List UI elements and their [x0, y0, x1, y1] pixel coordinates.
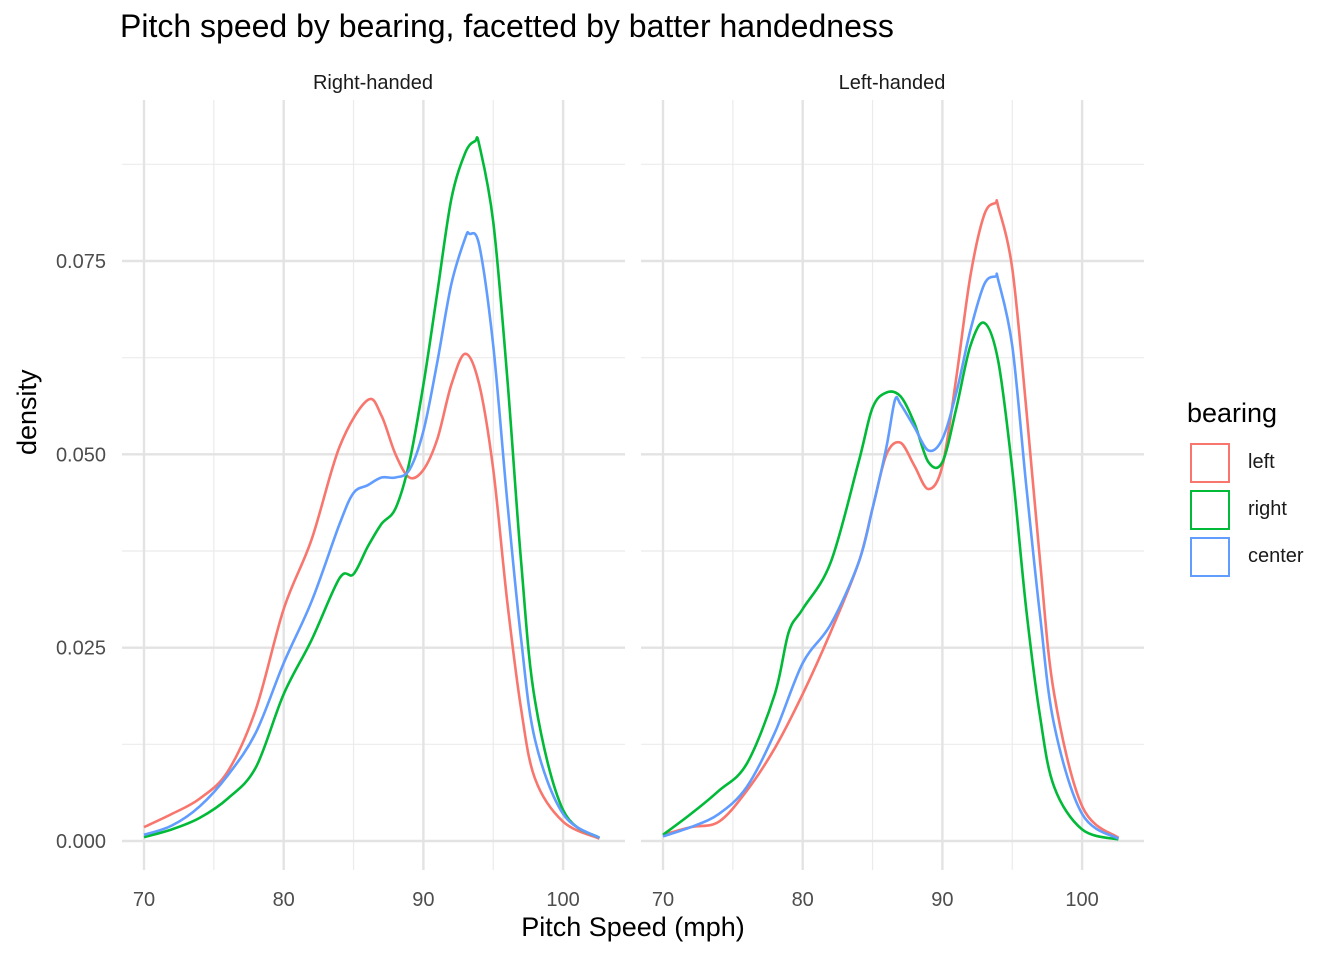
- density-line-right: [143, 136, 601, 840]
- x-tick-label: 90: [931, 889, 953, 911]
- legend-key-left: [1190, 442, 1230, 483]
- legend: bearing left right center: [1187, 398, 1304, 580]
- x-tick-label: 90: [412, 889, 434, 911]
- x-tick-label: 100: [546, 889, 579, 911]
- facet-strip-right-handed: Right-handed: [312, 72, 434, 94]
- y-tick-label: 0.000: [56, 831, 106, 853]
- legend-key-right: [1190, 489, 1230, 530]
- y-tick-label: 0.025: [56, 638, 106, 660]
- y-axis-label: density: [12, 369, 42, 455]
- density-line-center: [662, 272, 1120, 840]
- x-axis-label: Pitch Speed (mph): [521, 912, 745, 942]
- density-line-left: [662, 199, 1120, 839]
- legend-label-left: left: [1248, 451, 1275, 473]
- facet-panel-right-handed: 70 80 90 100: [122, 100, 625, 911]
- density-line-right: [662, 321, 1119, 841]
- legend-item-left: left: [1187, 439, 1304, 486]
- legend-item-center: center: [1187, 533, 1304, 580]
- y-tick-label: 0.050: [56, 444, 106, 466]
- x-tick-label: 80: [273, 889, 295, 911]
- facet-strip-left-handed: Left-handed: [838, 72, 946, 94]
- legend-label-center: center: [1248, 545, 1304, 567]
- x-tick-label: 100: [1065, 889, 1098, 911]
- x-tick-label: 70: [133, 889, 155, 911]
- y-tick-label: 0.075: [56, 251, 106, 273]
- legend-key-center: [1190, 536, 1230, 577]
- legend-label-right: right: [1248, 498, 1287, 520]
- facet-panel-left-handed: 70 80 90 100: [641, 100, 1144, 911]
- x-tick-label: 80: [792, 889, 814, 911]
- x-tick-label: 70: [652, 889, 674, 911]
- legend-item-right: right: [1187, 486, 1304, 533]
- density-line-center: [143, 230, 601, 840]
- y-axis: 0.000 0.025 0.050 0.075: [56, 251, 106, 853]
- density-line-left: [143, 352, 600, 840]
- chart-title: Pitch speed by bearing, facetted by batt…: [120, 8, 894, 44]
- legend-title: bearing: [1187, 398, 1278, 428]
